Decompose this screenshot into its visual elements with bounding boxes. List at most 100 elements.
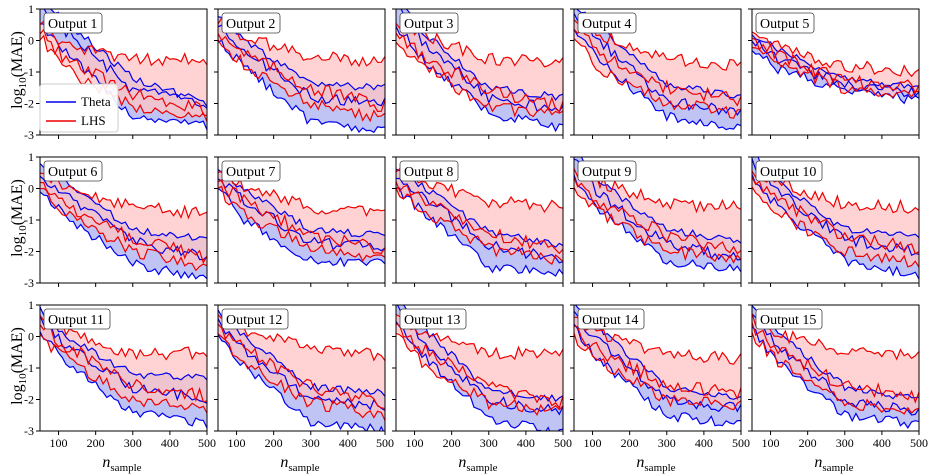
panel-title: Output 2 [226, 17, 275, 32]
panel-title: Output 6 [48, 165, 97, 180]
theta-upper-line [40, 163, 207, 241]
panel-title: Output 15 [760, 313, 816, 328]
y-tick-label: -2 [24, 245, 34, 259]
lhs-lower-line [396, 41, 563, 118]
theta-upper-line [218, 169, 385, 238]
panel-title: Output 11 [48, 313, 104, 328]
lhs-upper-line [396, 167, 563, 214]
x-tick-label: 100 [762, 436, 780, 450]
lhs-median-line [40, 181, 207, 265]
x-tick-label: 400 [873, 436, 891, 450]
panel-title: Output 12 [226, 313, 282, 328]
lhs-lower-line [752, 47, 919, 98]
theta-lower-line [40, 23, 207, 131]
lhs-median-line [574, 28, 741, 107]
panel-output-10: Output 10 [748, 156, 920, 287]
lhs-lower-line [218, 333, 385, 421]
theta-upper-line [396, 168, 563, 248]
lhs-band [396, 314, 563, 415]
x-label-col-3: nsample [458, 454, 497, 474]
theta-upper-line [40, 306, 207, 381]
theta-lower-line [574, 323, 741, 427]
plot-area [752, 305, 919, 429]
panel-title: Output 7 [226, 165, 275, 180]
x-tick-label: 400 [695, 436, 713, 450]
lhs-median-line [218, 33, 385, 112]
theta-median-line [40, 315, 207, 404]
y-tick-label: -3 [24, 276, 34, 290]
panel-title-box [577, 308, 645, 330]
lhs-median-line [40, 324, 207, 403]
y-tick-label: 0 [28, 34, 34, 48]
theta-lower-line [752, 174, 919, 280]
x-axis-labels: nsample nsample nsample nsample nsample [102, 454, 853, 474]
x-tick-label: 300 [480, 436, 498, 450]
lhs-band [396, 168, 563, 265]
theta-lower-line [396, 321, 563, 431]
panel-title-box [399, 160, 459, 182]
lhs-upper-line [40, 20, 207, 67]
theta-lower-line [40, 191, 207, 280]
panel-title-box [221, 160, 281, 182]
panel-output-15: 100 200 300 400 500 Output 15 [748, 304, 928, 450]
x-tick-label: 100 [228, 436, 246, 450]
lhs-upper-line [574, 316, 741, 365]
panel-title: Output 9 [582, 165, 631, 180]
lhs-median-line [218, 323, 385, 410]
lhs-median-line [396, 181, 563, 255]
lhs-median-line [752, 176, 919, 255]
theta-median-line [752, 158, 919, 256]
panel-title: Output 10 [760, 165, 816, 180]
x-tick-label: 500 [376, 436, 394, 450]
y-axis-labels: log10(MAE) log10(MAE) log10(MAE) [9, 31, 29, 405]
theta-median-line [400, 9, 563, 113]
x-tick-label: 500 [732, 436, 750, 450]
panel-output-9: Output 9 [570, 156, 742, 287]
panel-grid: 1 0 -1 -2 -3 Output 1 Output 2 Output 3 Output 4… [24, 2, 928, 450]
panel-output-2: Output 2 [214, 8, 386, 139]
theta-median-line [218, 24, 385, 107]
y-tick-label: -2 [24, 97, 34, 111]
lhs-band [40, 315, 207, 414]
theta-lower-line [218, 39, 385, 134]
x-tick-label: 300 [836, 436, 854, 450]
panel-output-3: Output 3 [392, 8, 564, 139]
x-tick-label: 500 [910, 436, 928, 450]
lhs-lower-line [40, 333, 207, 414]
theta-lower-line [40, 331, 207, 429]
lhs-band [218, 314, 385, 421]
lhs-upper-line [752, 31, 919, 78]
panel-title: Output 1 [48, 17, 97, 32]
x-tick-label: 400 [161, 436, 179, 450]
lhs-median-line [396, 323, 563, 410]
lhs-median-line [40, 28, 207, 117]
lhs-lower-line [218, 185, 385, 263]
legend-frame [39, 83, 119, 133]
y-tick-label: -2 [24, 393, 34, 407]
y-label-row-1: log10(MAE) [9, 31, 29, 109]
theta-upper-line [752, 305, 919, 400]
lhs-lower-line [574, 332, 741, 411]
theta-median-line [218, 178, 385, 252]
panel-title-box [577, 12, 637, 34]
y-tick-label: -1 [24, 361, 34, 375]
plot-area [752, 31, 919, 105]
theta-median-line [218, 318, 385, 412]
lhs-band [40, 173, 207, 271]
legend-theta-label: Theta [81, 94, 111, 109]
panel-title: Output 8 [404, 165, 453, 180]
x-tick-label: 200 [265, 436, 283, 450]
plot-area [218, 169, 385, 268]
lhs-lower-line [574, 187, 741, 264]
lhs-band [574, 317, 741, 410]
panel-title-box [399, 12, 459, 34]
x-label-col-2: nsample [280, 454, 319, 474]
panel-title-box [399, 308, 467, 330]
theta-lower-line [574, 28, 741, 131]
plot-area [218, 309, 385, 431]
lhs-upper-line [396, 313, 563, 361]
plot-area [40, 163, 207, 280]
theta-lower-line [396, 187, 563, 277]
plot-area [396, 305, 563, 431]
x-tick-label: 200 [443, 436, 461, 450]
